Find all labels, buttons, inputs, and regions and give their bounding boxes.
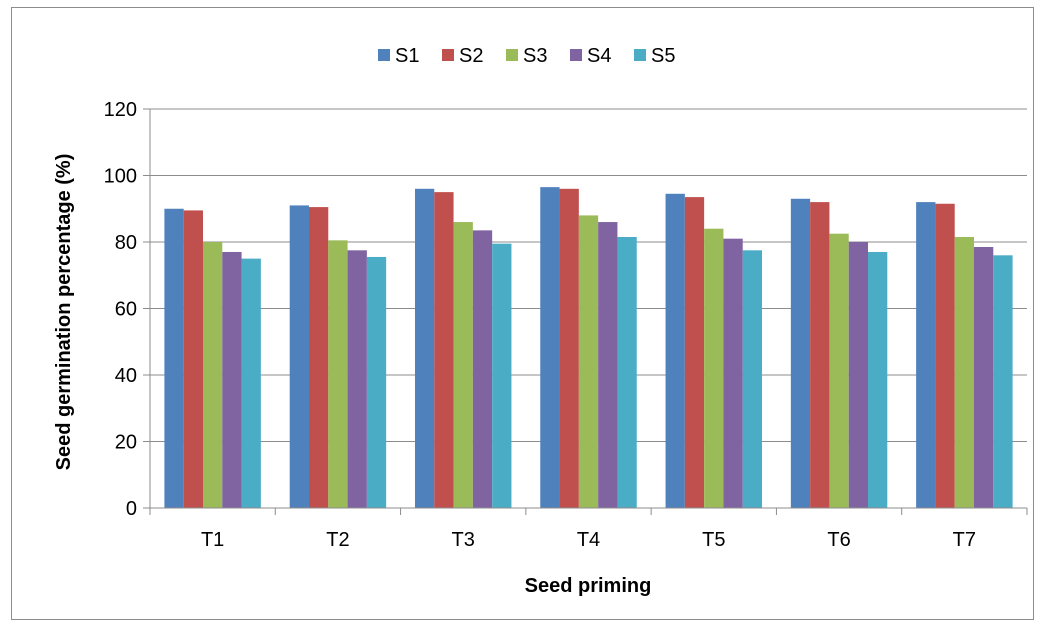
bars <box>164 187 1013 509</box>
axes: 0 20 40 60 80 100 120 T1 T2 T3 T4 T5 T6 T7 <box>104 99 1028 551</box>
x-tick-label-t6: T6 <box>827 529 850 551</box>
legend-label-s4: S4 <box>587 45 611 67</box>
legend-label-s1: S1 <box>395 45 419 67</box>
bar-s3-t5 <box>704 228 724 508</box>
bar-s4-t3 <box>472 230 493 509</box>
bar-s5-t6 <box>868 251 888 508</box>
bar-s3-t7 <box>954 237 974 508</box>
x-tick-label-t2: T2 <box>326 529 349 551</box>
x-tick-label-t3: T3 <box>452 529 475 551</box>
legend-label-s5: S5 <box>651 45 675 67</box>
y-tick-label: 40 <box>115 365 137 387</box>
x-axis-title: Seed priming <box>525 575 652 597</box>
bar-s4-t1 <box>222 251 242 508</box>
legend-swatch-s4 <box>570 49 582 61</box>
bar-s2-t4 <box>559 188 579 509</box>
bar-s2-t3 <box>434 192 454 509</box>
legend-label-s2: S2 <box>459 45 483 67</box>
bar-s5-t7 <box>993 255 1013 508</box>
bar-s4-t7 <box>974 246 994 509</box>
y-tick-label: 100 <box>104 166 137 188</box>
bar-s4-t6 <box>848 242 869 508</box>
bar-s1-t4 <box>540 187 560 508</box>
bar-s2-t5 <box>684 197 705 509</box>
bar-s3-t1 <box>203 242 223 508</box>
bar-s2-t1 <box>183 210 203 508</box>
bar-s3-t3 <box>453 222 473 509</box>
bar-s5-t4 <box>617 237 637 508</box>
y-tick-label: 60 <box>115 299 137 321</box>
legend-label-s3: S3 <box>523 45 547 67</box>
bar-s1-t3 <box>414 188 435 509</box>
legend: S1 S2 S3 S4 S5 <box>378 45 675 67</box>
bar-s2-t7 <box>935 203 955 508</box>
bar-s1-t1 <box>164 208 184 508</box>
bar-s3-t4 <box>578 215 599 508</box>
bar-s1-t6 <box>790 198 811 508</box>
y-axis-title: Seed germination percentage (%) <box>53 154 75 471</box>
bar-s4-t5 <box>723 238 743 509</box>
bar-s3-t2 <box>328 240 348 508</box>
x-tick-label-t7: T7 <box>953 529 976 551</box>
bar-s2-t2 <box>308 207 329 508</box>
legend-swatch-s1 <box>378 49 390 61</box>
x-tick-label-t5: T5 <box>702 529 725 551</box>
bar-s1-t5 <box>665 193 685 509</box>
bar-s4-t2 <box>347 250 367 508</box>
bar-s4-t4 <box>598 222 618 509</box>
y-tick-label: 20 <box>115 432 137 454</box>
bar-s5-t2 <box>366 256 387 508</box>
bar-s1-t2 <box>289 205 309 508</box>
bar-s5-t5 <box>742 250 763 508</box>
legend-swatch-s5 <box>634 49 646 61</box>
bar-s5-t3 <box>492 243 512 508</box>
y-tick-label: 120 <box>104 99 137 121</box>
y-tick-label: 0 <box>126 498 137 520</box>
bar-s5-t1 <box>241 258 261 509</box>
y-tick-label: 80 <box>115 232 137 254</box>
bar-s2-t6 <box>810 202 830 508</box>
bar-s3-t6 <box>829 233 849 508</box>
legend-swatch-s2 <box>442 49 454 61</box>
bar-s1-t7 <box>916 202 936 508</box>
x-tick-label-t4: T4 <box>577 529 600 551</box>
legend-swatch-s3 <box>506 49 518 61</box>
x-tick-label-t1: T1 <box>201 529 224 551</box>
